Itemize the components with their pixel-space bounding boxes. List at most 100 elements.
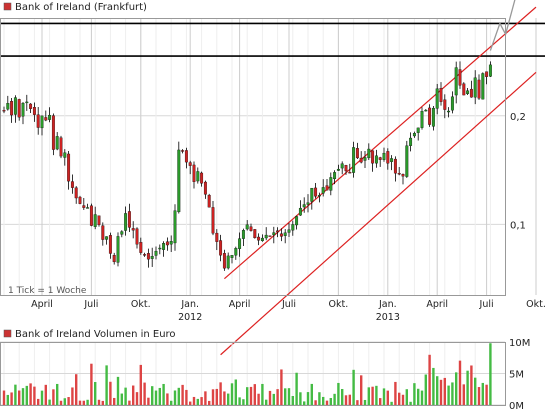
x-tick-label: April bbox=[229, 299, 251, 310]
volume-bar bbox=[2, 390, 6, 405]
candle-body bbox=[215, 232, 219, 242]
y-tick-label: 0,1 bbox=[510, 220, 526, 231]
volume-bar bbox=[295, 372, 298, 405]
candle-body bbox=[439, 88, 443, 102]
volume-bar bbox=[147, 397, 150, 405]
volume-bar bbox=[265, 399, 268, 405]
candle-body bbox=[51, 115, 55, 150]
volume-bar bbox=[21, 388, 25, 405]
candle-body bbox=[291, 224, 295, 231]
volume-bar bbox=[261, 383, 264, 405]
candle-body bbox=[306, 202, 310, 205]
volume-bar bbox=[196, 398, 199, 405]
candle-body bbox=[295, 216, 299, 226]
x-tick-label: Juli bbox=[83, 299, 98, 310]
candle-body bbox=[287, 229, 291, 233]
candle-body bbox=[481, 73, 485, 100]
candle-body bbox=[17, 99, 21, 118]
candle-body bbox=[283, 232, 287, 236]
volume-bar bbox=[356, 400, 359, 405]
volume-bar bbox=[253, 384, 256, 405]
volume-bar bbox=[458, 360, 462, 405]
candle-body bbox=[108, 235, 112, 254]
volume-bar bbox=[170, 400, 173, 405]
candle-body bbox=[2, 110, 6, 112]
candle-body bbox=[363, 157, 367, 161]
volume-bar bbox=[284, 388, 287, 405]
candle-body bbox=[6, 103, 10, 110]
volume-bar bbox=[474, 377, 477, 405]
candle-body bbox=[154, 250, 158, 256]
volume-bar bbox=[344, 395, 348, 405]
volume-bar bbox=[390, 401, 393, 405]
volume-bar bbox=[215, 388, 218, 405]
candle-body bbox=[450, 96, 454, 111]
volume-bar bbox=[329, 398, 332, 405]
candle-body bbox=[276, 230, 280, 233]
volume-bar bbox=[132, 385, 135, 405]
volume-bar bbox=[299, 392, 302, 405]
volume-bar bbox=[451, 382, 454, 405]
volume-bar bbox=[86, 399, 89, 405]
candle-body bbox=[36, 114, 40, 128]
candle-body bbox=[409, 137, 413, 146]
candle-body bbox=[264, 234, 268, 239]
candle-body bbox=[93, 214, 97, 227]
candle-body bbox=[298, 207, 302, 216]
candle-body bbox=[443, 99, 447, 110]
volume-bar bbox=[371, 386, 374, 405]
candle-body bbox=[416, 127, 420, 133]
candle-body bbox=[382, 152, 386, 160]
candle-body bbox=[13, 97, 17, 115]
volume-bar bbox=[128, 400, 131, 405]
candle-body bbox=[355, 148, 359, 159]
volume-bar bbox=[230, 383, 234, 405]
volume-bar bbox=[18, 390, 21, 405]
candle-body bbox=[424, 109, 428, 112]
candle-body bbox=[412, 133, 416, 137]
price-axis: 0,1 0,2 April Juli Okt. Jan. April Juli Okt. Jan.… bbox=[31, 112, 545, 323]
volume-bar bbox=[37, 398, 40, 405]
volume-bar bbox=[424, 374, 427, 405]
volume-bar bbox=[116, 376, 120, 405]
volume-bar bbox=[135, 392, 139, 405]
candle-body bbox=[21, 102, 25, 117]
volume-bar bbox=[10, 392, 13, 405]
candle-body bbox=[139, 242, 143, 253]
year-label: 2012 bbox=[178, 312, 202, 323]
volume-bar bbox=[420, 390, 424, 405]
candle-body bbox=[420, 111, 424, 128]
candle-body bbox=[241, 230, 245, 239]
volume-bar bbox=[56, 383, 59, 405]
volume-bar bbox=[173, 390, 177, 405]
candle-body bbox=[302, 204, 306, 208]
volume-bar bbox=[246, 387, 249, 405]
candle-body bbox=[260, 237, 264, 242]
volume-bar bbox=[6, 394, 9, 405]
volume-bar bbox=[409, 401, 412, 405]
candle-body bbox=[162, 243, 166, 250]
candle-body bbox=[181, 150, 185, 152]
volume-bar bbox=[166, 393, 169, 405]
volume-bar bbox=[177, 387, 180, 405]
volume-bar bbox=[192, 396, 196, 405]
x-tick-label: April bbox=[31, 299, 53, 310]
candle-body bbox=[48, 114, 52, 120]
volume-bar bbox=[477, 387, 481, 405]
volume-bar bbox=[375, 385, 378, 405]
volume-bar bbox=[158, 387, 161, 405]
candle-body bbox=[188, 162, 192, 166]
candle-body bbox=[112, 255, 116, 263]
volume-bar bbox=[120, 393, 123, 405]
volume-bar bbox=[303, 401, 306, 405]
volume-bar bbox=[75, 374, 78, 405]
volume-bar bbox=[287, 388, 291, 405]
candle-body bbox=[219, 240, 223, 256]
volume-plot-frame bbox=[0, 342, 506, 406]
x-tick-label: Jan. bbox=[180, 299, 199, 310]
candle-body bbox=[435, 88, 439, 109]
candle-body bbox=[401, 174, 405, 177]
volume-bar bbox=[63, 398, 66, 405]
volume-bar bbox=[238, 397, 241, 405]
